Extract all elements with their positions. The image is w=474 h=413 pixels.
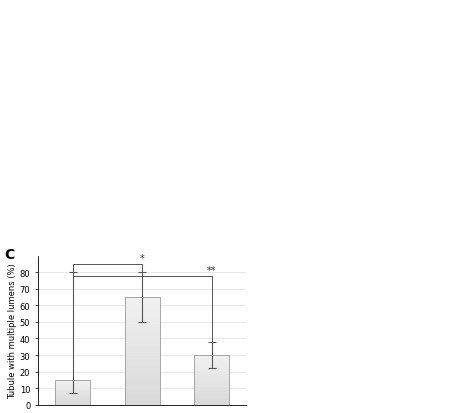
- Text: *: *: [140, 254, 145, 263]
- Bar: [125, 297, 160, 405]
- Y-axis label: Tubule with multiple lumens (%): Tubule with multiple lumens (%): [8, 263, 17, 398]
- Text: C: C: [5, 248, 15, 262]
- Text: **: **: [207, 265, 217, 275]
- Bar: [55, 380, 90, 405]
- Bar: [194, 355, 229, 405]
